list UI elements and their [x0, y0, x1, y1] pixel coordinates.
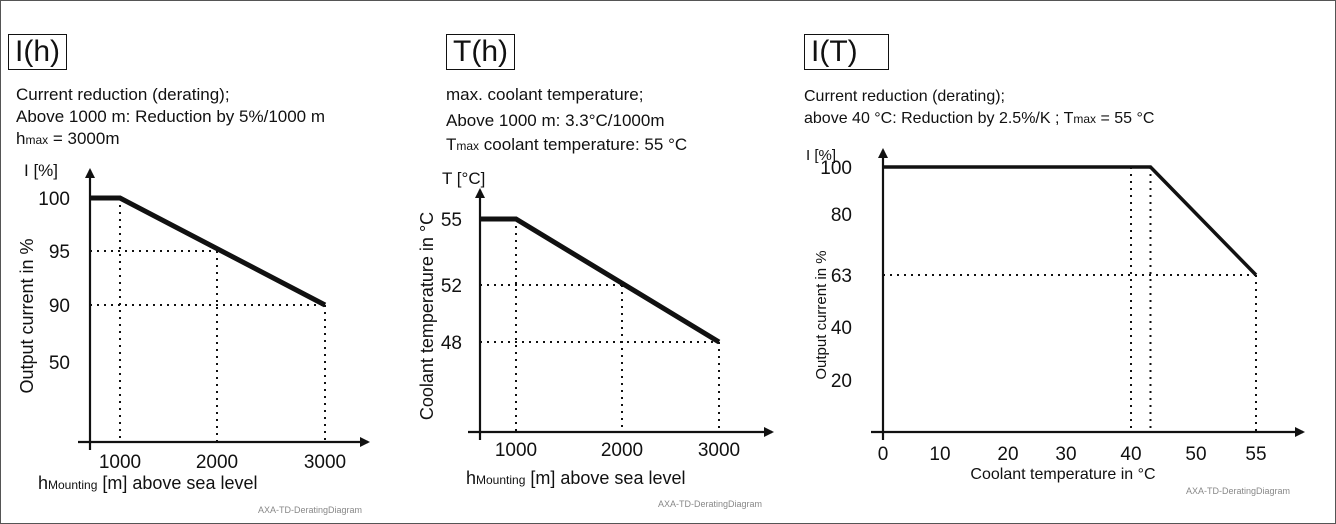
x-axis-label: Coolant temperature in °C [970, 466, 1155, 483]
y-axis-unit: T [°C] [442, 169, 485, 188]
subscript: max [1073, 112, 1097, 126]
x-tick-label: 1000 [495, 440, 537, 461]
description-text: = 55 °C [1096, 110, 1155, 127]
y-tick-label: 90 [49, 296, 70, 317]
x-tick-label: 30 [1055, 444, 1076, 465]
y-tick-label: 55 [441, 210, 462, 231]
subscript: Mounting [476, 473, 526, 487]
symbol-rest: = 3000m [48, 129, 120, 148]
x-tick-label: 20 [997, 444, 1018, 465]
symbol-rest: coolant temperature: 55 °C [479, 135, 688, 154]
chart-tag: I(h) [8, 34, 67, 70]
y-axis-label: Output current in % [813, 250, 830, 379]
y-axis-label: Output current in % [17, 238, 37, 393]
y-tick-label: 48 [441, 333, 462, 354]
x-tick-label: 3000 [698, 440, 740, 461]
series-line [90, 195, 327, 308]
x-tick-label: 1000 [99, 452, 141, 473]
subscript: max [456, 139, 480, 153]
x-tick-label: 55 [1245, 444, 1266, 465]
symbol-rest: [m] above sea level [525, 468, 686, 488]
y-tick-label: 50 [49, 353, 70, 374]
watermark-text: AXA-TD-DeratingDiagram [1186, 486, 1290, 496]
chart-description-line: hmax = 3000m [16, 128, 120, 151]
symbol: h [38, 473, 49, 493]
x-tick-label: 2000 [196, 452, 238, 473]
x-tick-label: 0 [878, 444, 889, 465]
x-axis-label: hMounting [m] above sea level [466, 468, 685, 491]
y-axis-unit: I [%] [24, 161, 58, 180]
chart-description-line: Above 1000 m: Reduction by 5%/1000 m [16, 107, 326, 126]
symbol: T [446, 135, 457, 154]
x-tick-label: 50 [1185, 444, 1206, 465]
chart-description-line: Current reduction (derating); [16, 85, 230, 104]
y-tick-label: 63 [831, 266, 852, 287]
watermark-text: AXA-TD-DeratingDiagram [258, 505, 362, 515]
y-axis-label: Coolant temperature in °C [417, 212, 437, 420]
symbol-rest: [m] above sea level [97, 473, 258, 493]
chart-tag: I(T) [804, 34, 889, 70]
y-tick-label: 95 [49, 242, 70, 263]
watermark-text: AXA-TD-DeratingDiagram [658, 499, 762, 509]
chart-description-line: max. coolant temperature; [446, 85, 644, 104]
description-text: above 40 °C: Reduction by 2.5%/K ; T [804, 110, 1074, 127]
chart-description-line: Tmax coolant temperature: 55 °C [446, 134, 687, 157]
chart-description-line: Above 1000 m: 3.3°C/1000m [446, 111, 665, 130]
symbol: h [466, 468, 477, 488]
x-tick-label: 2000 [601, 440, 643, 461]
y-tick-label: 52 [441, 276, 462, 297]
x-axis-label: hMounting [m] above sea level [38, 473, 257, 496]
chart-tag: T(h) [446, 34, 515, 70]
series-line [480, 216, 721, 345]
subscript: Mounting [48, 478, 98, 492]
chart-description-line: Current reduction (derating); [804, 88, 1005, 105]
y-tick-label: 100 [820, 158, 852, 179]
subscript: max [25, 133, 49, 147]
y-axis-unit: I [%] [806, 147, 836, 164]
x-tick-label: 10 [929, 444, 950, 465]
y-tick-label: 20 [831, 371, 852, 392]
x-tick-label: 40 [1120, 444, 1141, 465]
y-tick-label: 40 [831, 318, 852, 339]
y-tick-label: 80 [831, 205, 852, 226]
x-tick-label: 3000 [304, 452, 346, 473]
y-tick-label: 100 [38, 189, 70, 210]
series-line [883, 165, 1258, 277]
chart-description-line: above 40 °C: Reduction by 2.5%/K ; Tmax … [804, 108, 1154, 130]
symbol: h [16, 129, 26, 148]
